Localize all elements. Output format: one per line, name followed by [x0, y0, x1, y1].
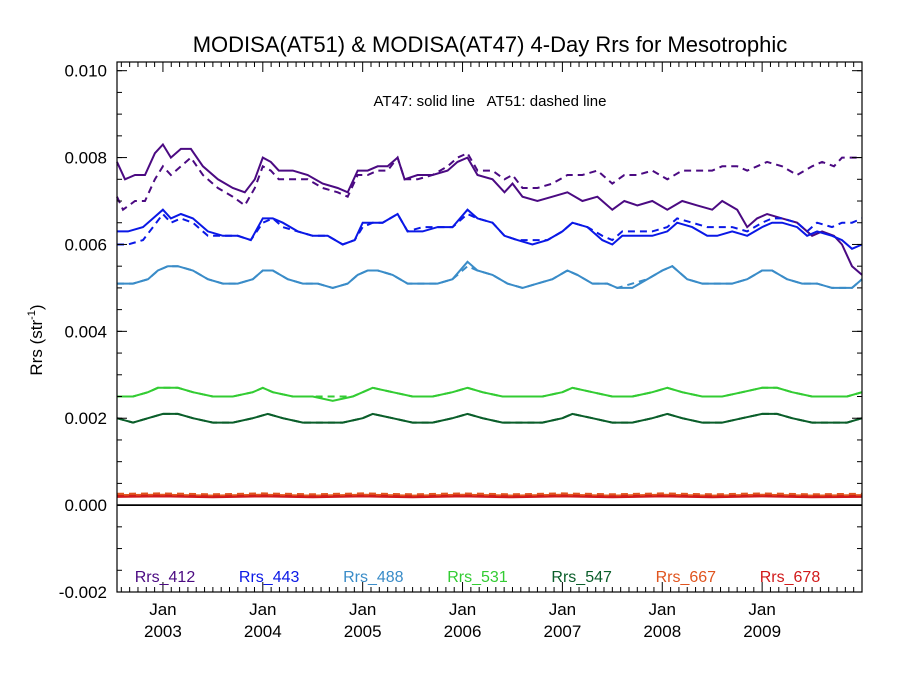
- y-tick-label: 0.008: [64, 149, 107, 168]
- plot-frame: [116, 61, 863, 593]
- y-tick-label: 0.010: [64, 62, 107, 81]
- series-layer: [116, 142, 863, 499]
- series-rrs-531-at47-solid: [117, 386, 863, 402]
- series-rrs-678-at47-solid: [116, 495, 863, 499]
- series-rrs-547-at47-solid: [116, 412, 863, 424]
- series-rrs-488-at47-solid: [117, 260, 863, 289]
- x-tick-year-label: 2007: [543, 622, 581, 641]
- series-rrs-531-at51-dashed: [117, 386, 863, 398]
- legend-item-rrs-443: Rrs_443: [239, 569, 300, 586]
- chart-title: MODISA(AT51) & MODISA(AT47) 4-Day Rrs fo…: [193, 32, 788, 57]
- legend-item-rrs-678: Rrs_678: [760, 569, 821, 586]
- y-axis-label: Rrs (str-1): [26, 304, 46, 375]
- x-tick-month-label: Jan: [149, 600, 176, 619]
- y-axis-label-close: ): [27, 304, 46, 310]
- x-tick-year-label: 2006: [444, 622, 482, 641]
- legend-item-rrs-531: Rrs_531: [447, 569, 508, 586]
- x-tick-month-label: Jan: [249, 600, 276, 619]
- x-tick-month-label: Jan: [649, 600, 676, 619]
- series-rrs-547-at51-dashed: [116, 412, 863, 424]
- legend-item-rrs-488: Rrs_488: [343, 569, 404, 586]
- y-tick-label: 0.002: [64, 409, 107, 428]
- legend-item-rrs-547: Rrs_547: [551, 569, 612, 586]
- y-tick-label: 0.000: [64, 496, 107, 515]
- x-tick-year-label: 2005: [344, 622, 382, 641]
- series-rrs-412-at51-dashed: [116, 151, 862, 212]
- y-axis-label-superscript: -1: [26, 310, 38, 320]
- x-tick-month-label: Jan: [549, 600, 576, 619]
- x-tick-year-label: 2004: [244, 622, 282, 641]
- y-tick-label: 0.006: [64, 235, 107, 254]
- line-style-annotation: AT47: solid line AT51: dashed line: [374, 93, 607, 110]
- x-tick-year-label: 2003: [144, 622, 182, 641]
- legend: Rrs_412 Rrs_443 Rrs_488 Rrs_531 Rrs_547 Rrs_6…: [135, 569, 821, 586]
- y-tick-label: 0.004: [64, 322, 107, 341]
- legend-item-rrs-667: Rrs_667: [656, 569, 717, 586]
- x-tick-month-label: Jan: [449, 600, 476, 619]
- x-tick-month-label: Jan: [349, 600, 376, 619]
- y-tick-label: -0.002: [59, 583, 107, 602]
- x-tick-year-label: 2009: [743, 622, 781, 641]
- series-rrs-667-at51-dashed: [116, 492, 863, 496]
- svg-text:Rrs (str-1): Rrs (str-1): [26, 304, 46, 375]
- series-rrs-443-at51-dashed: [117, 212, 863, 246]
- y-axis-label-text: Rrs (str: [27, 320, 46, 376]
- x-tick-year-label: 2008: [643, 622, 681, 641]
- axes-layer: 0.010 0.008 0.006 0.004 0.002 0.000 -0.002 Jan 2…: [59, 61, 863, 641]
- x-tick-month-label: Jan: [748, 600, 775, 619]
- series-rrs-412-at47-solid: [116, 142, 863, 276]
- series-rrs-443-at47-solid: [117, 208, 863, 250]
- legend-item-rrs-412: Rrs_412: [135, 569, 196, 586]
